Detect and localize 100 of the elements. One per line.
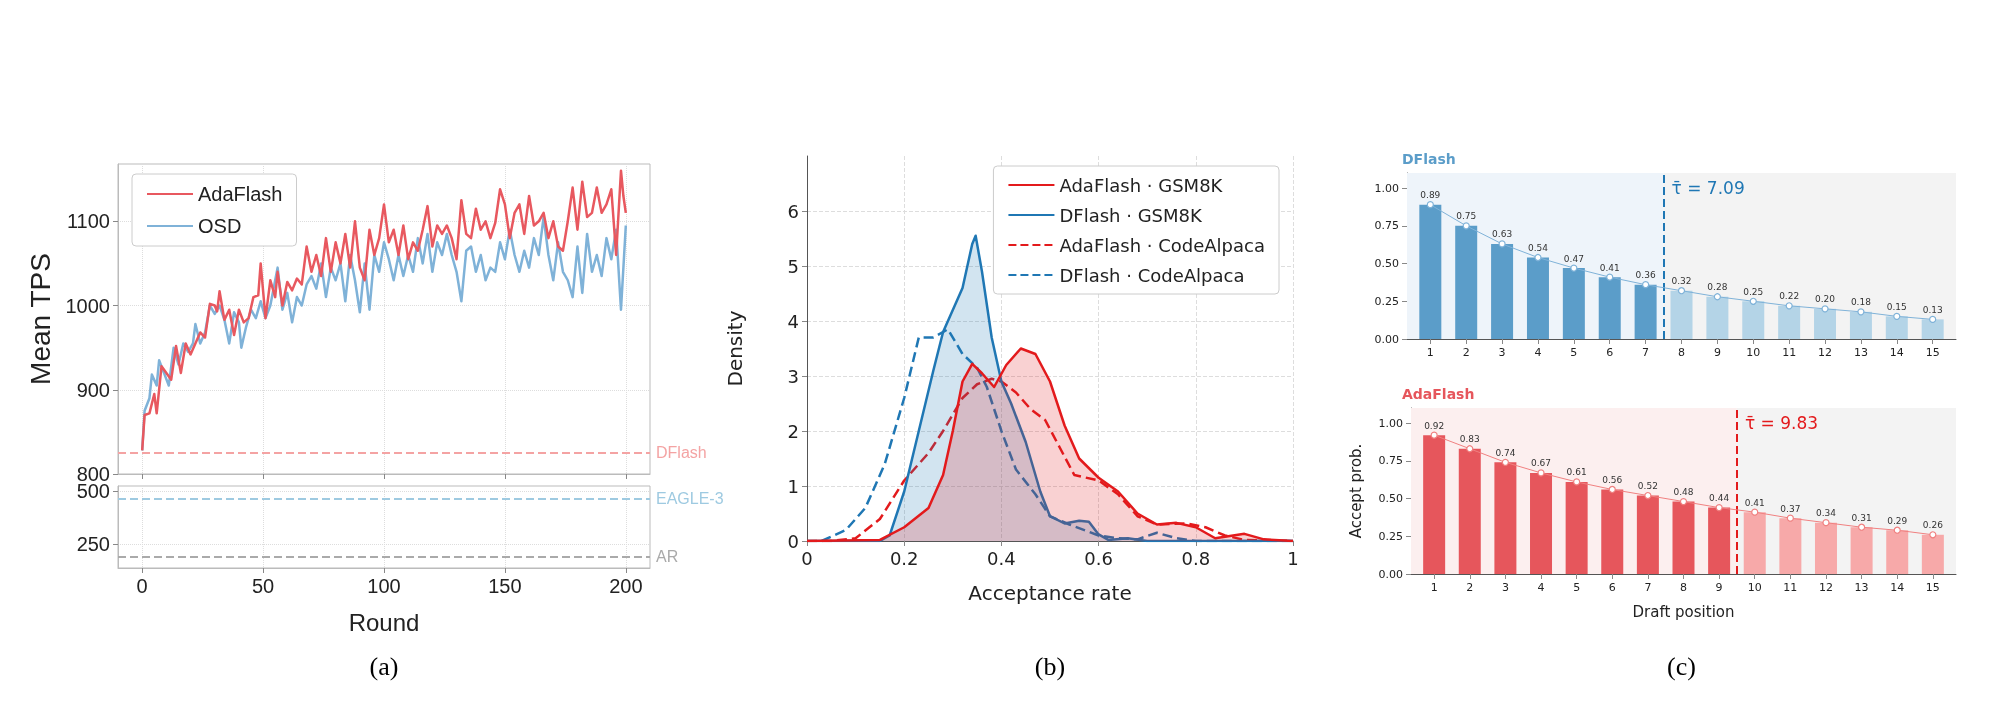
- x-tick-label: 0.6: [1084, 547, 1113, 569]
- y-tick-label: 3: [787, 365, 799, 387]
- x-tick-label: 2: [1466, 581, 1474, 594]
- y-tick-label: 0.25: [1374, 294, 1399, 308]
- y-tick-label: 1.00: [1378, 416, 1403, 430]
- y-tick-label: 1000: [65, 294, 110, 317]
- data-label: 0.56: [1602, 474, 1623, 485]
- point: [1679, 497, 1688, 506]
- data-label: 0.28: [1707, 282, 1728, 293]
- y-tick-label: 250: [76, 532, 110, 555]
- bar: [1598, 277, 1621, 339]
- bar: [1814, 308, 1837, 339]
- y-tick-label: 0.00: [1374, 332, 1399, 346]
- x-tick-label: 10: [1746, 346, 1761, 359]
- x-tick-label: 6: [1608, 581, 1616, 594]
- bar: [1672, 501, 1695, 574]
- data-label: 0.36: [1635, 270, 1656, 281]
- point: [1786, 514, 1794, 522]
- data-label: 0.13: [1922, 304, 1943, 315]
- x-tick-label: 6: [1606, 346, 1614, 359]
- y-tick-label: 1: [787, 475, 799, 497]
- point: [1785, 302, 1793, 310]
- data-label: 0.67: [1530, 458, 1552, 469]
- point: [1430, 431, 1438, 439]
- x-tick-label: 3: [1498, 346, 1506, 359]
- bar: [1670, 290, 1693, 339]
- point: [1893, 312, 1901, 320]
- data-label: 0.26: [1922, 520, 1944, 531]
- bar: [1562, 268, 1585, 339]
- point: [1537, 469, 1545, 477]
- bar: [1636, 495, 1659, 574]
- y-axis-title: Density: [723, 310, 747, 387]
- x-tick-label: 10: [1747, 581, 1762, 594]
- data-label: 0.37: [1780, 503, 1801, 514]
- y-tick-label: 0.25: [1378, 529, 1403, 543]
- x-tick-label: 150: [488, 575, 522, 597]
- x-tick-label: 4: [1537, 581, 1545, 594]
- chart-title: DFlash: [1402, 151, 1456, 167]
- y-tick-label: 0.75: [1374, 219, 1399, 233]
- bar: [1742, 301, 1765, 339]
- point: [1893, 526, 1901, 534]
- data-label: 0.15: [1886, 301, 1907, 312]
- x-tick-label: 3: [1501, 581, 1509, 594]
- point: [1606, 273, 1614, 281]
- y-tick-label: 0.50: [1378, 492, 1403, 506]
- point: [1608, 485, 1616, 494]
- point: [1929, 531, 1937, 539]
- bar: [1491, 243, 1514, 339]
- bar: [1921, 534, 1944, 574]
- bar: [1706, 296, 1729, 339]
- x-tick-label: 5: [1570, 346, 1578, 359]
- x-tick-label: 1: [1426, 346, 1434, 359]
- data-label: 0.20: [1815, 294, 1836, 305]
- x-tick-label: 15: [1925, 581, 1940, 594]
- point: [1822, 519, 1830, 527]
- point: [1713, 293, 1721, 301]
- x-tick-label: 15: [1925, 346, 1940, 359]
- x-axis-title: Acceptance rate: [968, 581, 1132, 605]
- y-tick-label: 2: [787, 420, 799, 442]
- bar: [1423, 435, 1446, 574]
- bar: [1708, 507, 1731, 574]
- data-label: 0.54: [1527, 243, 1549, 254]
- point: [1929, 315, 1937, 323]
- bar: [1526, 257, 1549, 339]
- data-label: 0.41: [1599, 262, 1620, 273]
- legend-label: AdaFlash: [198, 183, 283, 205]
- bar: [1886, 530, 1909, 574]
- point: [1858, 523, 1866, 531]
- line-series: [140, 169, 628, 452]
- x-tick-label: 12: [1818, 581, 1833, 594]
- x-tick-label: 1: [1287, 547, 1299, 569]
- point: [1644, 491, 1652, 500]
- y-axis-title: Accept prob.: [1346, 443, 1365, 539]
- data-label: 0.63: [1492, 229, 1513, 240]
- data-label: 0.89: [1420, 190, 1441, 201]
- text: (a): [369, 651, 399, 681]
- legend-label: OSD: [198, 215, 242, 237]
- x-tick-label: 0.2: [889, 547, 919, 569]
- ref-line-label: DFlash: [656, 444, 707, 462]
- x-tick-label: 50: [251, 575, 275, 597]
- point: [1466, 445, 1474, 453]
- data-label: 0.25: [1743, 286, 1764, 297]
- x-tick-label: 4: [1534, 346, 1542, 359]
- x-tick-label: 14: [1890, 581, 1905, 594]
- bar: [1419, 204, 1442, 339]
- x-tick-label: 100: [367, 575, 401, 597]
- legend-label: AdaFlash · GSM8K: [1059, 174, 1224, 196]
- bar: [1778, 305, 1801, 339]
- chart-title: AdaFlash: [1402, 386, 1475, 402]
- y-tick-label: 5: [787, 255, 799, 277]
- point: [1715, 504, 1723, 512]
- bar: [1885, 316, 1908, 339]
- x-tick-label: 11: [1782, 346, 1797, 359]
- x-tick-label: 9: [1713, 346, 1721, 359]
- text: (b): [1034, 651, 1066, 681]
- data-label: 0.52: [1637, 481, 1658, 492]
- y-tick-label: 0.50: [1374, 257, 1399, 271]
- bar: [1494, 462, 1517, 574]
- bar: [1455, 225, 1478, 339]
- y-tick-label: 0.75: [1378, 454, 1403, 468]
